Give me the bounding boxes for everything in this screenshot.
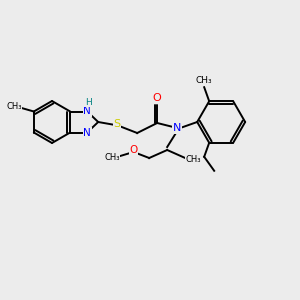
Text: S: S — [114, 119, 121, 129]
Text: CH₃: CH₃ — [196, 76, 212, 85]
Text: N: N — [83, 106, 91, 116]
Text: N: N — [83, 128, 91, 137]
Text: N: N — [173, 123, 182, 133]
Text: H: H — [85, 98, 92, 107]
Text: O: O — [129, 145, 137, 155]
Text: CH₃: CH₃ — [104, 154, 120, 163]
Text: O: O — [153, 93, 162, 103]
Text: CH₃: CH₃ — [6, 102, 22, 111]
Text: CH₃: CH₃ — [185, 154, 201, 164]
